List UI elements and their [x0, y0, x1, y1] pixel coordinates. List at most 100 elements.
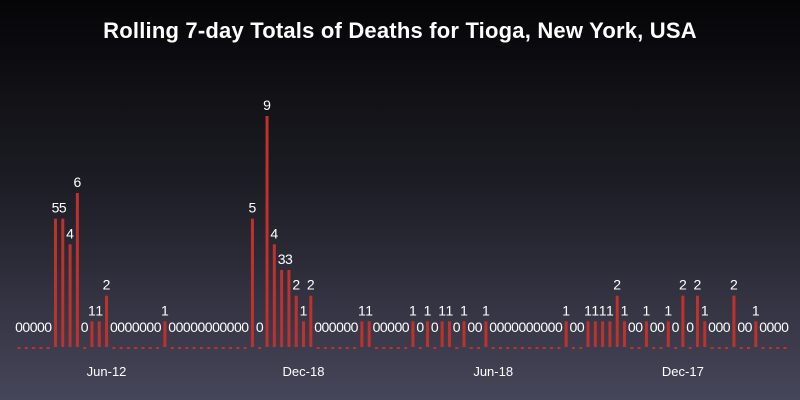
x-tick-label: Jun-18 [473, 364, 513, 379]
zero-bar-marker [32, 347, 36, 349]
data-label: 0 [402, 319, 410, 335]
bar [97, 321, 101, 347]
data-label: 1 [424, 302, 432, 318]
data-label: 0 [570, 319, 578, 335]
data-label: 0 [139, 319, 147, 335]
data-label: 0 [394, 319, 402, 335]
zero-bar-marker [119, 347, 123, 349]
zero-bar-marker [768, 347, 772, 349]
data-label: 1 [446, 302, 454, 318]
data-label: 1 [664, 302, 672, 318]
data-label: 3 [285, 251, 293, 267]
bar [615, 295, 619, 347]
zero-bar-marker [477, 347, 481, 349]
zero-bar-marker [725, 347, 729, 349]
zero-bar-marker [243, 347, 247, 349]
data-label: 5 [52, 200, 60, 216]
data-label: 0 [650, 319, 658, 335]
data-label: 1 [88, 302, 96, 318]
data-label: 6 [73, 174, 81, 190]
bar [250, 218, 254, 347]
zero-bar-marker [258, 347, 262, 349]
data-label: 0 [44, 319, 52, 335]
zero-bar-marker [498, 347, 502, 349]
data-label: 1 [482, 302, 490, 318]
data-label: 0 [467, 319, 475, 335]
data-label: 0 [256, 319, 264, 335]
data-label: 0 [628, 319, 636, 335]
zero-bar-marker [353, 347, 357, 349]
zero-bar-marker [214, 347, 218, 349]
data-label: 0 [737, 319, 745, 335]
bar [163, 321, 167, 347]
data-label: 0 [132, 319, 140, 335]
data-label: 1 [409, 302, 417, 318]
bar [53, 218, 57, 347]
zero-bar-marker [542, 347, 546, 349]
data-label: 1 [365, 302, 373, 318]
data-label: 0 [329, 319, 337, 335]
bar [68, 244, 72, 347]
bar [280, 270, 284, 347]
data-label: 1 [438, 302, 446, 318]
data-label: 0 [431, 319, 439, 335]
zero-bar-marker [783, 347, 787, 349]
data-label: 0 [511, 319, 519, 335]
data-label: 0 [81, 319, 89, 335]
bar [681, 295, 685, 347]
data-label: 2 [292, 277, 300, 293]
data-label: 0 [227, 319, 235, 335]
zero-bar-marker [557, 347, 561, 349]
zero-bar-marker [134, 347, 138, 349]
zero-bar-marker [396, 347, 400, 349]
data-label: 2 [103, 277, 111, 293]
zero-bar-marker [148, 347, 152, 349]
data-label: 0 [37, 319, 45, 335]
bar [462, 321, 466, 347]
bar [294, 295, 298, 347]
bar [644, 321, 648, 347]
data-label: 0 [22, 319, 30, 335]
data-label: 0 [723, 319, 731, 335]
data-label: 0 [672, 319, 680, 335]
zero-bar-marker [141, 347, 145, 349]
data-label: 0 [577, 319, 585, 335]
zero-bar-marker [229, 347, 233, 349]
zero-bar-marker [126, 347, 130, 349]
zero-bar-marker [17, 347, 21, 349]
data-label: 0 [343, 319, 351, 335]
bar [440, 321, 444, 347]
data-label: 0 [373, 319, 381, 335]
zero-bar-marker [513, 347, 517, 349]
zero-bar-marker [382, 347, 386, 349]
zero-bar-marker [652, 347, 656, 349]
x-tick-label: Jun-12 [87, 364, 127, 379]
data-label: 0 [380, 319, 388, 335]
zero-bar-marker [207, 347, 211, 349]
data-label: 2 [730, 277, 738, 293]
data-label: 2 [679, 277, 687, 293]
bar [105, 295, 109, 347]
data-label: 0 [15, 319, 23, 335]
zero-bar-marker [404, 347, 408, 349]
zero-bar-marker [345, 347, 349, 349]
data-label: 1 [701, 302, 709, 318]
data-label: 0 [540, 319, 548, 335]
zero-bar-marker [776, 347, 780, 349]
data-label: 0 [212, 319, 220, 335]
zero-bar-marker [112, 347, 116, 349]
zero-bar-marker [520, 347, 524, 349]
data-label: 1 [621, 302, 629, 318]
zero-bar-marker [637, 347, 641, 349]
zero-bar-marker [761, 347, 765, 349]
data-label: 0 [781, 319, 789, 335]
data-label: 0 [759, 319, 767, 335]
zero-bar-marker [236, 347, 240, 349]
zero-bar-marker [323, 347, 327, 349]
data-label: 0 [322, 319, 330, 335]
zero-bar-marker [550, 347, 554, 349]
data-label: 1 [606, 302, 614, 318]
data-label: 5 [59, 200, 67, 216]
zero-bar-marker [739, 347, 743, 349]
